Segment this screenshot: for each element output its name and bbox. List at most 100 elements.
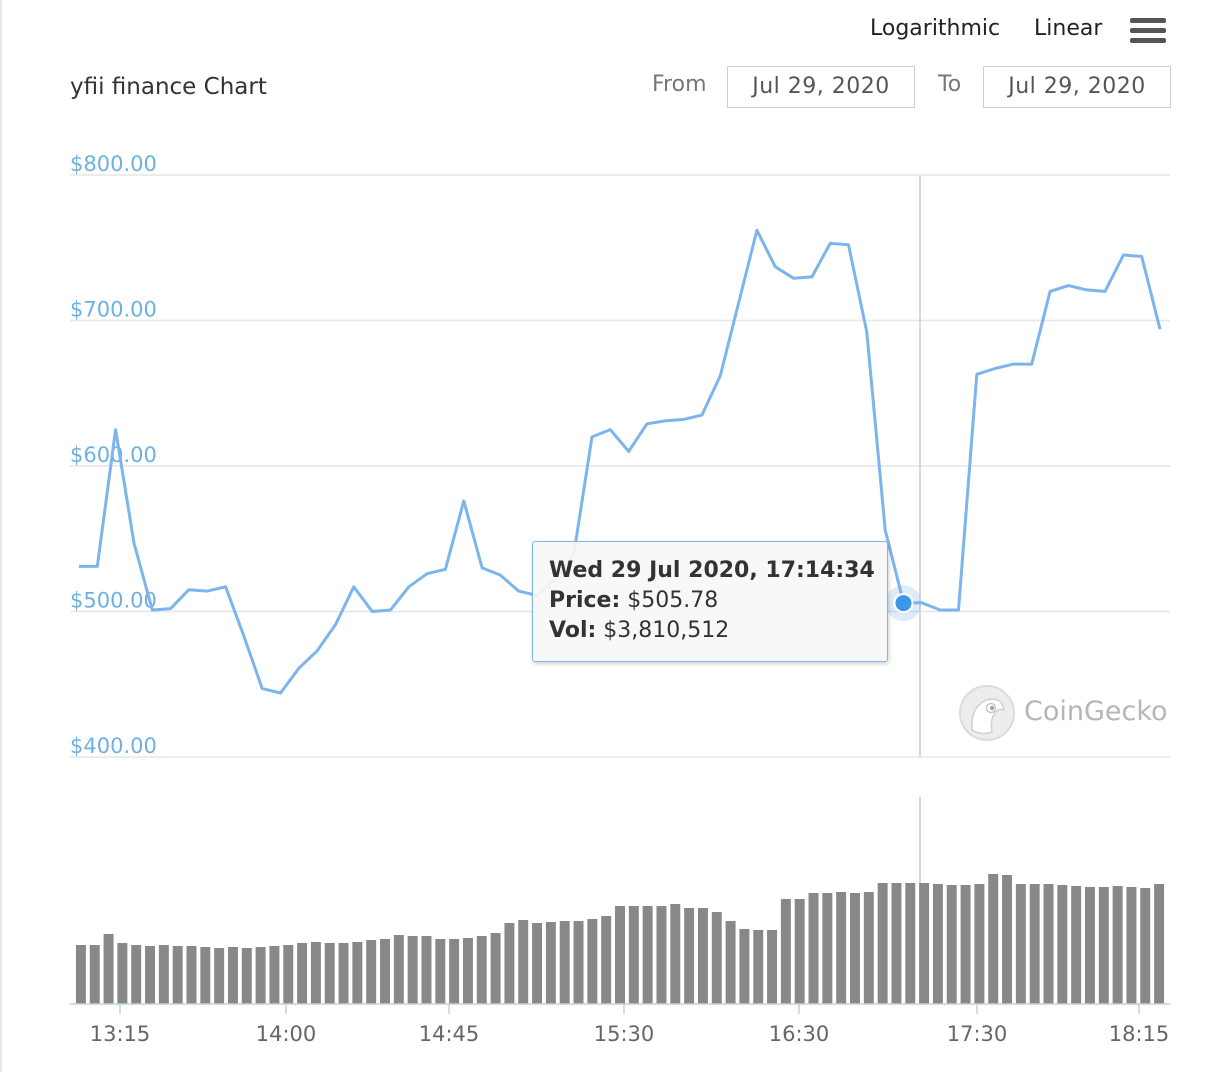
volume-bar [905,883,916,1004]
x-tick-label: 14:45 [419,1022,480,1046]
volume-bar [670,904,681,1004]
volume-bar [1098,887,1109,1004]
x-tick-label: 16:30 [769,1022,830,1046]
volume-bar [739,929,750,1004]
y-tick-label: $800.00 [70,152,157,176]
logarithmic-button[interactable]: Logarithmic [870,16,1001,41]
tooltip-price-label: Price: [549,588,621,613]
volume-bar [684,908,695,1004]
volume-bar [338,943,349,1004]
volume-bar [297,943,308,1004]
volume-bar [725,921,736,1004]
volume-bar [794,899,805,1004]
gridlines [70,174,1170,758]
volume-bar [753,930,764,1004]
linear-button[interactable]: Linear [1034,16,1103,41]
volume-bar [172,946,183,1004]
volume-bar [615,906,625,1004]
volume-bar [103,934,114,1004]
volume-bar [559,921,570,1004]
volume-bar [283,945,294,1004]
volume-bar [504,923,515,1004]
volume-bar [573,921,584,1004]
volume-bar [780,899,791,1004]
volume-bar [642,906,653,1004]
volume-bar [891,883,902,1004]
volume-bar [214,948,225,1004]
coingecko-text: CoinGecko [1024,696,1168,727]
volume-bar [158,945,169,1004]
tooltip-vol-value: $3,810,512 [603,618,730,643]
x-tick-label: 13:15 [90,1022,151,1046]
volume-bar [255,947,266,1004]
from-date-input[interactable]: Jul 29, 2020 [727,66,915,108]
highlighted-point [885,585,922,622]
x-axis-labels: 13:15 14:00 14:45 15:30 16:30 17:30 18:15 [90,1004,1170,1046]
volume-bar [393,935,404,1004]
volume-bar [767,930,778,1004]
volume-bar [656,906,667,1004]
x-tick-label: 17:30 [947,1022,1008,1046]
tooltip-date: Wed 29 Jul 2020, 17:14:34 [549,558,875,583]
volume-bar [1084,887,1095,1004]
volume-bar [145,946,156,1004]
left-border [0,0,2,1072]
volume-bar [131,945,142,1004]
x-tick-label: 18:15 [1109,1022,1170,1046]
y-tick-label: $500.00 [70,589,157,613]
volume-bar [822,893,833,1004]
volume-bar [449,939,460,1004]
volume-bar [352,942,363,1004]
volume-bar [532,923,543,1004]
volume-bar [877,883,888,1004]
coingecko-watermark[interactable]: CoinGecko [958,684,1168,742]
volume-bar [366,940,377,1004]
volume-bar [863,892,874,1004]
volume-bar [186,946,197,1004]
hamburger-menu-icon[interactable] [1130,18,1166,44]
volume-bar [974,884,985,1004]
volume-bar [518,920,529,1004]
volume-bar [227,947,238,1004]
price-series-line [79,228,1162,695]
from-label: From [652,72,707,97]
volume-bar [1057,885,1068,1004]
volume-bars [75,874,1165,1004]
volume-bar [117,943,128,1004]
volume-bar [850,893,860,1004]
volume-bar [1140,888,1151,1004]
to-label: To [938,72,962,97]
y-axis-labels: $400.00$500.00$600.00$700.00$800.00 [70,152,157,758]
volume-bar [836,892,847,1004]
price-tooltip: Wed 29 Jul 2020, 17:14:34 Price: $505.78… [532,541,888,662]
x-tick-label: 15:30 [594,1022,655,1046]
volume-bar [75,945,86,1004]
volume-bar [476,936,487,1004]
volume-bar [1112,886,1123,1004]
volume-bar [200,947,211,1004]
volume-bar [946,885,957,1004]
volume-bar [269,946,280,1004]
volume-bar [1002,875,1013,1004]
volume-bar [960,885,971,1004]
volume-bar [241,948,252,1004]
volume-bar [310,942,321,1004]
gecko-logo-icon [959,685,1015,741]
to-date-input[interactable]: Jul 29, 2020 [983,66,1171,108]
volume-bar [380,939,390,1004]
tooltip-price-value: $505.78 [627,588,719,613]
volume-bar [1015,884,1026,1004]
volume-bar [490,933,501,1004]
volume-bar [932,884,943,1004]
volume-bar [1154,884,1165,1004]
volume-bar [1029,884,1040,1004]
volume-bar [587,919,598,1004]
y-tick-label: $700.00 [70,298,157,322]
volume-bar [988,874,999,1004]
chart-title: yfii finance Chart [70,74,267,100]
y-tick-label: $400.00 [70,734,157,758]
volume-bar [1043,884,1054,1004]
volume-bar [462,938,473,1004]
x-tick-label: 14:00 [256,1022,317,1046]
